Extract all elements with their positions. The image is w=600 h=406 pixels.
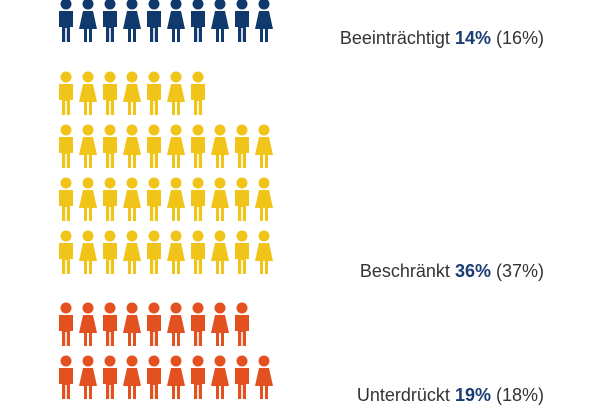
person-icon <box>103 0 117 42</box>
person-icon <box>79 124 97 168</box>
person-icon <box>147 230 161 274</box>
label-unterdrueckt: Unterdrückt 19% (18%) <box>357 385 544 406</box>
label-value: 14% <box>454 28 491 48</box>
person-icon <box>255 124 273 168</box>
person-icon <box>59 355 73 399</box>
person-icon <box>235 177 249 221</box>
label-previous: (16%) <box>495 28 544 48</box>
person-icon <box>79 230 97 274</box>
person-icon <box>211 124 229 168</box>
person-icon <box>123 355 141 399</box>
person-icon <box>59 302 73 346</box>
label-value: 36% <box>454 261 491 281</box>
person-icon <box>167 124 185 168</box>
person-icon <box>167 177 185 221</box>
person-icon <box>123 71 141 115</box>
label-beeintraechtigt: Beeinträchtigt 14% (16%) <box>340 28 544 49</box>
person-icon <box>191 71 205 115</box>
person-icon <box>59 0 73 42</box>
person-icon <box>167 230 185 274</box>
person-icon <box>103 177 117 221</box>
person-icon <box>123 230 141 274</box>
person-icon <box>79 71 97 115</box>
person-icon <box>103 124 117 168</box>
person-icon <box>211 302 229 346</box>
label-name: Beschränkt <box>359 261 450 281</box>
person-icon <box>79 302 97 346</box>
person-icon <box>235 230 249 274</box>
person-icon <box>79 0 97 42</box>
person-icon <box>191 230 205 274</box>
person-icon <box>255 230 273 274</box>
person-icon <box>211 0 229 42</box>
person-icon <box>167 0 185 42</box>
person-icon <box>59 177 73 221</box>
person-icon <box>147 302 161 346</box>
person-icon <box>147 355 161 399</box>
person-icon <box>123 0 141 42</box>
person-icon <box>255 177 273 221</box>
person-icon <box>191 177 205 221</box>
person-icon <box>147 71 161 115</box>
person-icon <box>235 302 249 346</box>
label-value: 19% <box>454 385 491 405</box>
person-icon <box>191 302 205 346</box>
person-icon <box>59 124 73 168</box>
person-icon <box>123 302 141 346</box>
person-icon <box>103 230 117 274</box>
person-icon <box>211 355 229 399</box>
person-icon <box>255 0 273 42</box>
person-icon <box>147 177 161 221</box>
label-name: Unterdrückt <box>356 385 450 405</box>
person-icon <box>191 355 205 399</box>
person-icon <box>191 0 205 42</box>
person-icon <box>235 124 249 168</box>
person-icon <box>167 355 185 399</box>
person-icon <box>167 71 185 115</box>
person-icon <box>59 71 73 115</box>
person-icon <box>103 355 117 399</box>
label-beschraenkt: Beschränkt 36% (37%) <box>360 261 544 282</box>
person-icon <box>147 124 161 168</box>
person-icon <box>123 124 141 168</box>
label-previous: (37%) <box>495 261 544 281</box>
person-icon <box>103 71 117 115</box>
person-icon <box>79 177 97 221</box>
label-previous: (18%) <box>495 385 544 405</box>
person-icon <box>235 0 249 42</box>
person-icon <box>235 355 249 399</box>
person-icon <box>79 355 97 399</box>
label-name: Beeinträchtigt <box>339 28 450 48</box>
person-icon <box>123 177 141 221</box>
person-icon <box>147 0 161 42</box>
person-icon <box>103 302 117 346</box>
person-icon <box>211 230 229 274</box>
person-icon <box>211 177 229 221</box>
person-icon <box>167 302 185 346</box>
person-icon <box>255 355 273 399</box>
person-icon <box>191 124 205 168</box>
person-icon <box>59 230 73 274</box>
